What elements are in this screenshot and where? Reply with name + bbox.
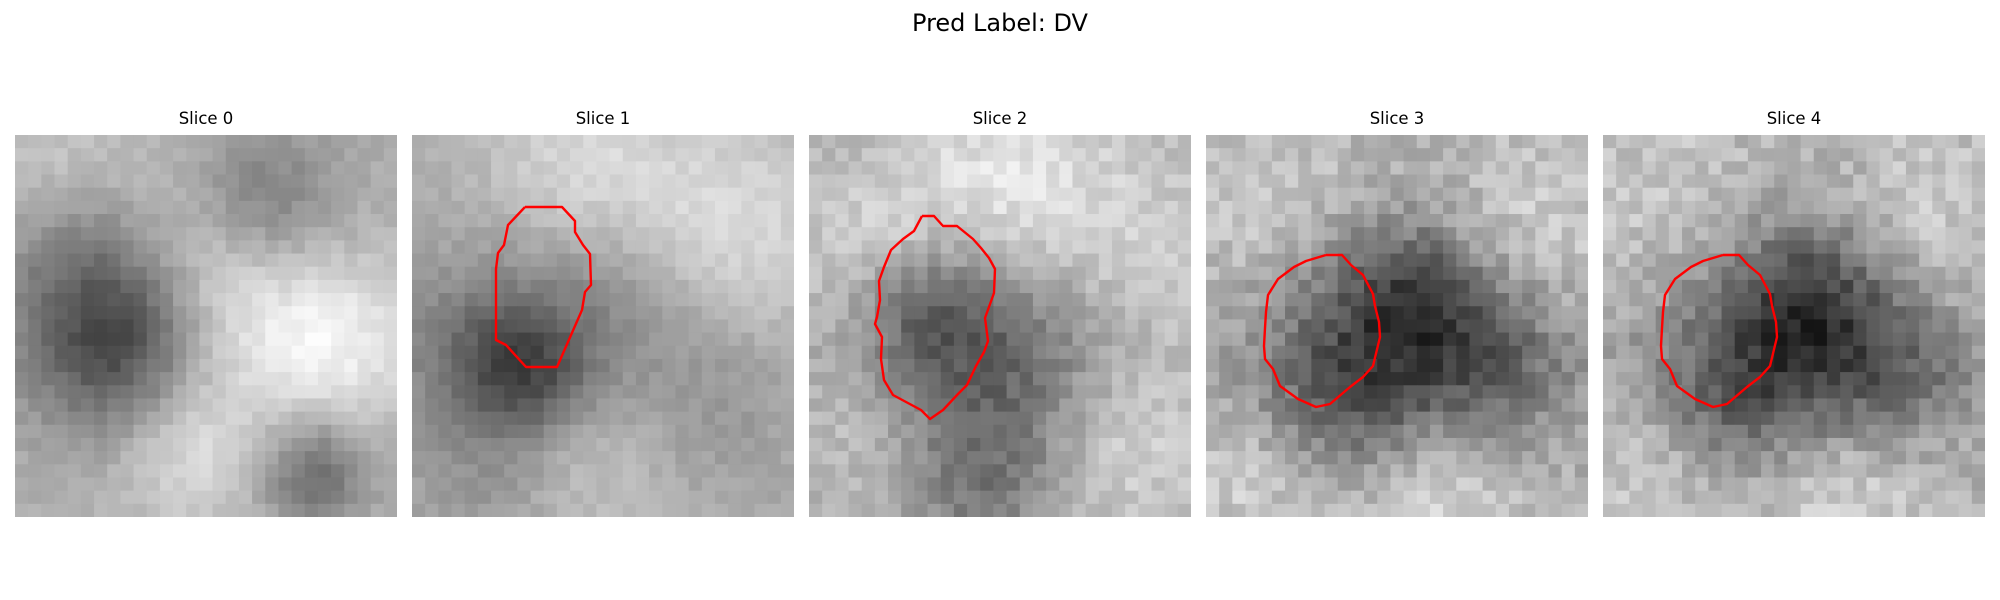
- slice-title: Slice 3: [1369, 109, 1425, 128]
- slice-title: Slice 1: [575, 109, 631, 128]
- slice-title: Slice 0: [178, 109, 234, 128]
- segmentation-contour: [873, 214, 997, 421]
- figure-title: Pred Label: DV: [912, 9, 1088, 37]
- slice-image-4: [1603, 135, 1985, 517]
- slice-image-3: [1206, 135, 1588, 517]
- segmentation-contour: [1659, 253, 1779, 409]
- segmentation-contour: [1262, 253, 1382, 409]
- slice-image-0: [15, 135, 397, 517]
- slice-title: Slice 4: [1766, 109, 1822, 128]
- slice-image-1: [412, 135, 794, 517]
- segmentation-contour: [494, 205, 593, 369]
- slice-title: Slice 2: [972, 109, 1028, 128]
- slice-image-2: [809, 135, 1191, 517]
